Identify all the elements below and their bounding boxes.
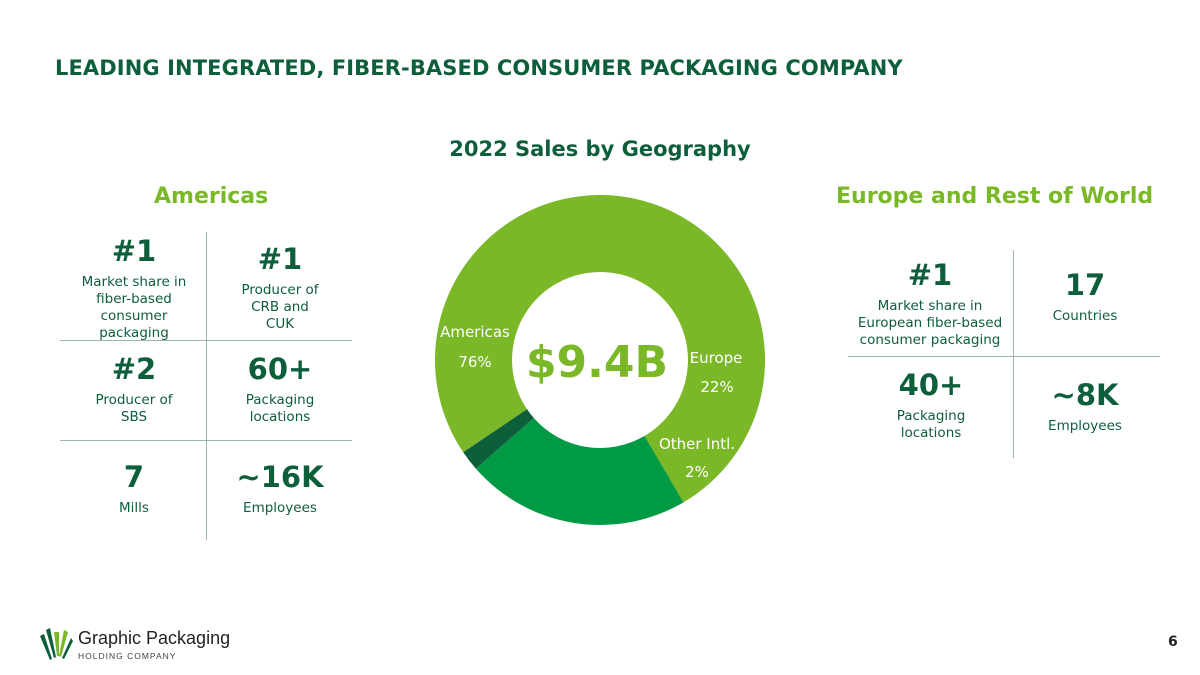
americas-grid-horizontal-1 <box>60 340 352 341</box>
stat-value: ~16K <box>236 460 324 494</box>
page-title: LEADING INTEGRATED, FIBER-BASED CONSUMER… <box>55 56 903 80</box>
stat-value: 40+ <box>898 368 964 402</box>
stat-label: Countries <box>1052 307 1118 324</box>
stat-value: 7 <box>123 460 145 494</box>
stat-value: ~8K <box>1051 378 1119 412</box>
europe-stat-market-share: #1 Market share in European fiber-based … <box>850 258 1010 349</box>
stat-value: 17 <box>1064 268 1106 302</box>
americas-heading: Americas <box>154 184 269 209</box>
stat-value: #1 <box>257 242 303 276</box>
stat-label: Market share in fiber-based consumer pac… <box>81 273 187 341</box>
page-number: 6 <box>1168 634 1178 650</box>
europe-grid-vertical <box>1013 250 1014 458</box>
americas-stat-market-share: #1 Market share in fiber-based consumer … <box>64 234 204 342</box>
slice-label-other-intl: Other Intl. <box>659 435 735 453</box>
donut-slice-americas <box>435 195 765 503</box>
slice-label-europe: Europe <box>690 349 743 367</box>
stat-label: Packaging locations <box>245 391 315 425</box>
americas-grid-vertical <box>206 232 207 540</box>
stat-value: 60+ <box>247 352 313 386</box>
sales-donut-chart: $9.4B Americas 76% Europe 22% Other Intl… <box>435 195 765 525</box>
europe-stat-countries: 17 Countries <box>1030 268 1140 325</box>
slice-value-other-intl: 2% <box>685 463 709 481</box>
stat-value: #1 <box>111 234 157 268</box>
europe-heading: Europe and Rest of World <box>836 184 1154 209</box>
company-logo-icon <box>40 628 73 660</box>
stat-label: Mills <box>119 499 149 516</box>
americas-stat-packaging-locations: 60+ Packaging locations <box>224 352 336 426</box>
stat-label: Packaging locations <box>896 407 966 441</box>
europe-stat-packaging-locations: 40+ Packaging locations <box>876 368 986 442</box>
stat-label: Employees <box>1048 417 1122 434</box>
donut-slice-europe <box>475 417 684 525</box>
stat-label: Producer of CRB and CUK <box>241 281 319 332</box>
americas-grid-horizontal-2 <box>60 440 352 441</box>
slice-label-americas: Americas <box>440 323 510 341</box>
stat-value: #2 <box>111 352 157 386</box>
stat-label: Producer of SBS <box>95 391 173 425</box>
donut-slice-other-intl <box>463 409 534 469</box>
stat-label: Employees <box>243 499 317 516</box>
americas-stat-employees: ~16K Employees <box>214 460 346 517</box>
company-subtitle: HOLDING COMPANY <box>78 651 177 661</box>
europe-grid-horizontal <box>848 356 1160 357</box>
center-total-label: $9.4B <box>526 337 668 388</box>
company-name: Graphic Packaging <box>78 628 231 648</box>
slice-value-americas: 76% <box>458 353 491 371</box>
stat-value: #1 <box>907 258 953 292</box>
europe-stat-employees: ~8K Employees <box>1030 378 1140 435</box>
chart-title: 2022 Sales by Geography <box>449 137 751 161</box>
slice-value-europe: 22% <box>700 378 733 396</box>
stat-label: Market share in European fiber-based con… <box>857 297 1003 348</box>
americas-stat-mills: 7 Mills <box>84 460 184 517</box>
americas-stat-sbs: #2 Producer of SBS <box>74 352 194 426</box>
americas-stat-crb-cuk: #1 Producer of CRB and CUK <box>214 242 346 333</box>
